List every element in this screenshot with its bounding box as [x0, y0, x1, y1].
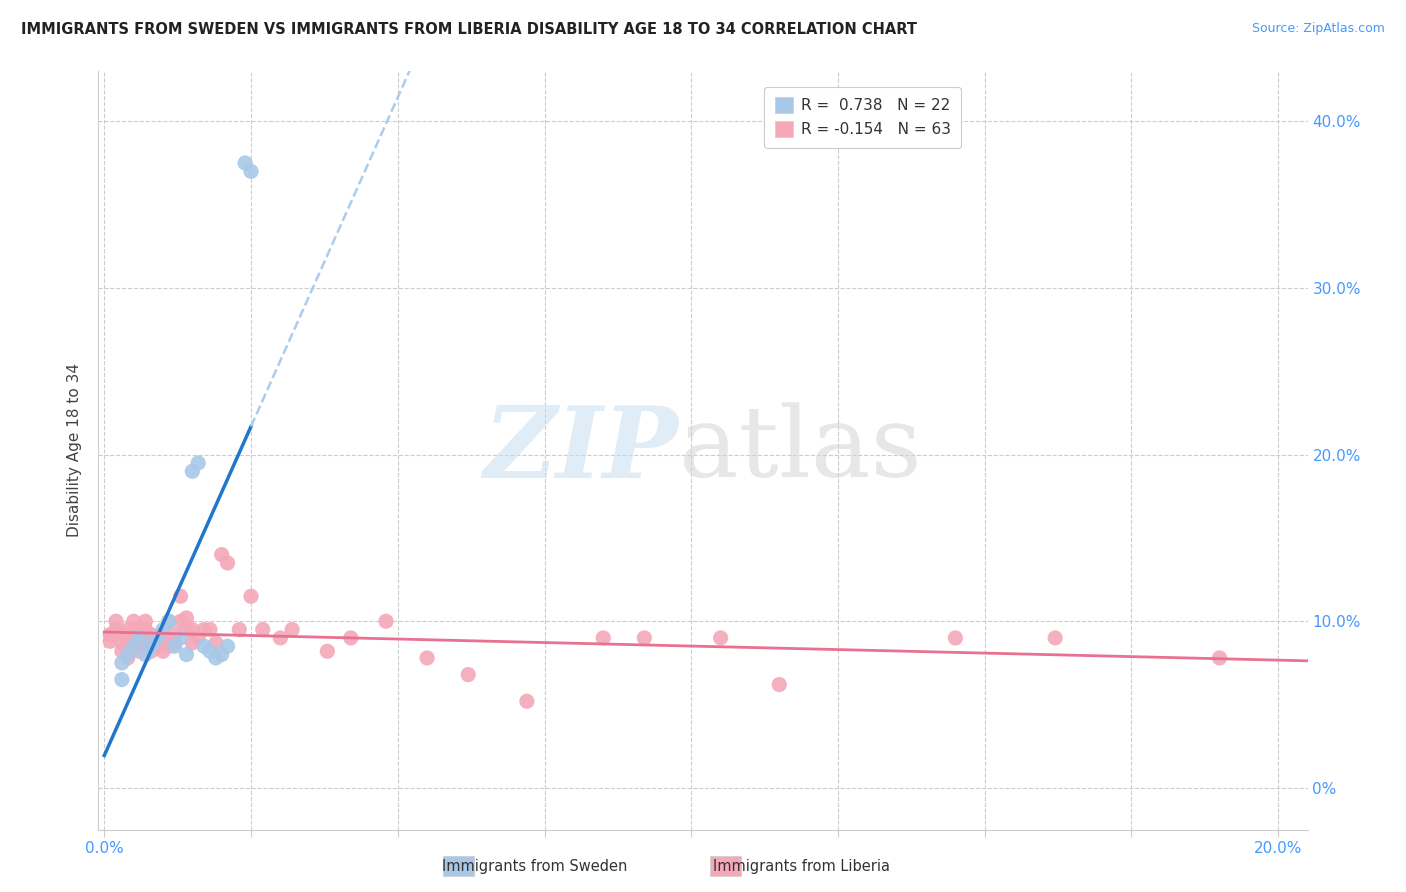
- Point: [240, 589, 263, 603]
- Point: [141, 640, 163, 654]
- Point: [98, 634, 121, 648]
- Point: [146, 640, 169, 654]
- Point: [169, 614, 191, 628]
- Point: [181, 636, 204, 650]
- Point: [633, 631, 655, 645]
- Point: [233, 156, 256, 170]
- Point: [111, 644, 134, 658]
- Point: [128, 631, 150, 645]
- Point: [457, 667, 479, 681]
- Point: [105, 623, 128, 637]
- Point: [117, 634, 139, 648]
- Point: [592, 631, 614, 645]
- Point: [163, 636, 186, 650]
- Point: [204, 651, 226, 665]
- Point: [193, 640, 215, 654]
- Point: [269, 631, 291, 645]
- Point: [163, 640, 186, 654]
- Point: [181, 623, 204, 637]
- Point: [169, 589, 191, 603]
- Point: [105, 614, 128, 628]
- Point: [122, 640, 145, 654]
- Text: atlas: atlas: [679, 402, 921, 499]
- Point: [516, 694, 538, 708]
- Point: [134, 640, 156, 654]
- Point: [340, 631, 363, 645]
- Point: [128, 627, 150, 641]
- Point: [122, 614, 145, 628]
- Point: [217, 640, 239, 654]
- Point: [211, 548, 233, 562]
- Point: [111, 656, 134, 670]
- Point: [204, 636, 226, 650]
- Point: [117, 651, 139, 665]
- Text: Immigrants from Liberia: Immigrants from Liberia: [713, 859, 890, 874]
- Point: [157, 614, 180, 628]
- Point: [117, 623, 139, 637]
- Point: [134, 614, 156, 628]
- Text: Immigrants from Sweden: Immigrants from Sweden: [441, 859, 627, 874]
- Point: [111, 636, 134, 650]
- Point: [122, 623, 145, 637]
- Point: [152, 627, 174, 641]
- Point: [176, 648, 198, 662]
- Point: [157, 614, 180, 628]
- Legend: R =  0.738   N = 22, R = -0.154   N = 63: R = 0.738 N = 22, R = -0.154 N = 63: [763, 87, 962, 147]
- Y-axis label: Disability Age 18 to 34: Disability Age 18 to 34: [67, 363, 83, 538]
- Point: [146, 631, 169, 645]
- Point: [141, 636, 163, 650]
- Point: [193, 623, 215, 637]
- Point: [228, 623, 250, 637]
- Point: [281, 623, 304, 637]
- Point: [198, 644, 221, 658]
- Point: [176, 611, 198, 625]
- Point: [134, 631, 156, 645]
- Point: [416, 651, 439, 665]
- Point: [316, 644, 339, 658]
- Point: [187, 456, 209, 470]
- Point: [163, 627, 186, 641]
- Point: [945, 631, 967, 645]
- Point: [181, 464, 204, 478]
- Point: [98, 627, 121, 641]
- Point: [252, 623, 274, 637]
- Point: [128, 636, 150, 650]
- Point: [1043, 631, 1066, 645]
- Point: [122, 640, 145, 654]
- Point: [169, 631, 191, 645]
- Point: [141, 644, 163, 658]
- Point: [141, 627, 163, 641]
- Point: [1208, 651, 1230, 665]
- Point: [146, 631, 169, 645]
- Point: [134, 623, 156, 637]
- Point: [211, 648, 233, 662]
- Point: [111, 673, 134, 687]
- Point: [375, 614, 398, 628]
- Point: [710, 631, 733, 645]
- Point: [240, 164, 263, 178]
- Point: [111, 626, 134, 640]
- Text: ZIP: ZIP: [484, 402, 679, 499]
- Point: [152, 644, 174, 658]
- Point: [152, 636, 174, 650]
- Point: [128, 644, 150, 658]
- Point: [122, 631, 145, 645]
- Point: [152, 623, 174, 637]
- Text: IMMIGRANTS FROM SWEDEN VS IMMIGRANTS FROM LIBERIA DISABILITY AGE 18 TO 34 CORREL: IMMIGRANTS FROM SWEDEN VS IMMIGRANTS FRO…: [21, 22, 917, 37]
- Point: [187, 631, 209, 645]
- Point: [768, 677, 790, 691]
- Point: [198, 623, 221, 637]
- Point: [217, 556, 239, 570]
- Point: [134, 648, 156, 662]
- Point: [117, 648, 139, 662]
- Point: [176, 623, 198, 637]
- Text: Source: ZipAtlas.com: Source: ZipAtlas.com: [1251, 22, 1385, 36]
- Point: [157, 640, 180, 654]
